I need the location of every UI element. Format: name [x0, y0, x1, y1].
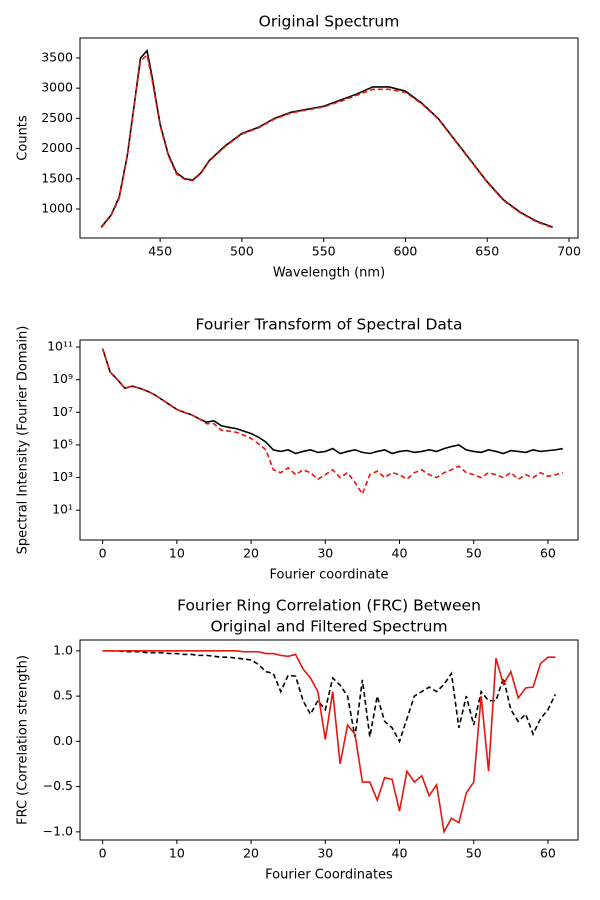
x-tick-label: 40 — [392, 546, 408, 561]
chart-title: Fourier Transform of Spectral Data — [195, 316, 462, 334]
y-axis-label: FRC (Correlation strength) — [16, 655, 31, 825]
x-tick-label: 60 — [540, 846, 556, 861]
y-tick-label: 0.5 — [53, 688, 73, 703]
y-tick-label: 10¹ — [52, 502, 73, 517]
plot-area — [100, 48, 553, 229]
x-tick-label: 10 — [169, 546, 185, 561]
series-line — [102, 650, 556, 835]
y-tick-label: 3000 — [41, 80, 73, 95]
chart-title: Original Spectrum — [259, 13, 400, 31]
y-tick-label: 10¹¹ — [47, 339, 73, 354]
series-line — [101, 348, 563, 455]
y-axis-label: Spectral Intensity (Fourier Domain) — [16, 326, 31, 555]
x-tick-label: 60 — [540, 546, 556, 561]
series-line — [100, 53, 553, 229]
x-tick-label: 650 — [475, 244, 499, 259]
y-tick-label: 1.0 — [53, 642, 73, 657]
chart-title: Fourier Ring Correlation (FRC) Between — [177, 597, 481, 615]
axes-frame — [79, 639, 579, 841]
plot-area — [102, 650, 557, 835]
y-tick-label: 10³ — [52, 469, 73, 484]
y-tick-label: 10⁹ — [52, 371, 73, 386]
x-tick-label: 700 — [557, 244, 581, 259]
y-tick-label: −1.0 — [43, 823, 73, 838]
x-axis-label: Wavelength (nm) — [273, 266, 385, 281]
y-tick-label: 1500 — [41, 170, 73, 185]
x-tick-label: 50 — [466, 546, 482, 561]
chart-title: Original and Filtered Spectrum — [210, 618, 447, 636]
x-tick-label: 40 — [392, 846, 408, 861]
x-tick-label: 50 — [466, 846, 482, 861]
y-tick-label: 3500 — [41, 49, 73, 64]
y-tick-label: 0.0 — [53, 733, 73, 748]
x-tick-label: 0 — [99, 846, 107, 861]
series-line — [100, 48, 553, 228]
plot-area — [101, 348, 564, 496]
series-line — [102, 650, 557, 744]
y-tick-label: 2500 — [41, 110, 73, 125]
y-tick-label: 10⁵ — [52, 436, 73, 451]
x-axis-label: Fourier Coordinates — [265, 868, 393, 883]
x-tick-label: 30 — [317, 546, 333, 561]
x-axis-label: Fourier coordinate — [270, 568, 389, 583]
x-tick-label: 600 — [394, 244, 418, 259]
y-tick-label: −0.5 — [43, 778, 73, 793]
axes-frame — [79, 37, 579, 239]
x-tick-label: 20 — [243, 846, 259, 861]
y-axis-label: Counts — [16, 115, 31, 161]
y-tick-label: 1000 — [41, 200, 73, 215]
axes-frame — [79, 339, 579, 541]
y-tick-label: 10⁷ — [52, 404, 73, 419]
x-tick-label: 550 — [312, 244, 336, 259]
y-tick-label: 2000 — [41, 140, 73, 155]
x-tick-label: 0 — [99, 546, 107, 561]
series-line — [101, 348, 564, 496]
x-tick-label: 10 — [169, 846, 185, 861]
x-tick-label: 450 — [148, 244, 172, 259]
x-tick-label: 20 — [243, 546, 259, 561]
x-tick-label: 30 — [317, 846, 333, 861]
x-tick-label: 500 — [230, 244, 254, 259]
